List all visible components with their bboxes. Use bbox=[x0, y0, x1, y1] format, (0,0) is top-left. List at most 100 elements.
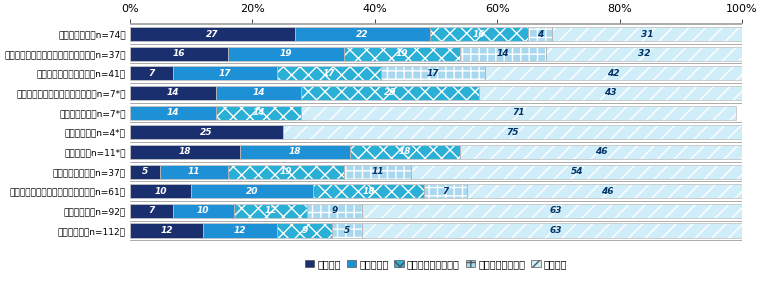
Bar bbox=[485, 66, 742, 81]
Text: 63: 63 bbox=[549, 226, 562, 235]
Bar bbox=[528, 27, 552, 41]
Bar bbox=[130, 204, 173, 218]
Bar bbox=[173, 204, 234, 218]
Text: 17: 17 bbox=[219, 69, 231, 78]
Text: 46: 46 bbox=[595, 147, 607, 156]
Bar bbox=[546, 47, 742, 61]
Bar bbox=[351, 145, 460, 159]
Text: 17: 17 bbox=[322, 69, 335, 78]
Text: 16: 16 bbox=[172, 49, 185, 58]
Bar bbox=[277, 224, 332, 238]
Bar bbox=[466, 184, 748, 198]
Text: 5: 5 bbox=[142, 167, 149, 176]
Bar bbox=[344, 47, 460, 61]
Text: 46: 46 bbox=[601, 187, 613, 196]
Bar bbox=[130, 164, 161, 179]
Bar bbox=[161, 164, 228, 179]
Bar bbox=[130, 47, 228, 61]
Bar bbox=[234, 204, 307, 218]
Bar bbox=[130, 164, 161, 179]
Text: 16: 16 bbox=[472, 30, 485, 38]
Bar bbox=[191, 184, 313, 198]
Bar bbox=[283, 125, 742, 139]
Text: 11: 11 bbox=[372, 167, 384, 176]
Bar bbox=[351, 145, 460, 159]
Bar bbox=[295, 27, 430, 41]
Bar bbox=[130, 86, 216, 100]
Bar bbox=[216, 106, 301, 120]
Text: 18: 18 bbox=[178, 147, 191, 156]
Bar bbox=[228, 164, 344, 179]
Bar bbox=[130, 224, 203, 238]
Bar bbox=[130, 184, 191, 198]
Text: 42: 42 bbox=[607, 69, 620, 78]
Bar bbox=[203, 224, 277, 238]
Text: 4: 4 bbox=[537, 30, 543, 38]
Text: 7: 7 bbox=[148, 206, 155, 215]
Bar bbox=[240, 145, 351, 159]
Text: 12: 12 bbox=[234, 226, 246, 235]
Bar bbox=[130, 184, 191, 198]
Bar bbox=[546, 47, 742, 61]
Bar bbox=[130, 125, 283, 139]
Text: 12: 12 bbox=[160, 226, 173, 235]
Bar bbox=[130, 27, 295, 41]
Text: 18: 18 bbox=[363, 187, 375, 196]
Bar bbox=[313, 184, 424, 198]
Bar bbox=[552, 27, 742, 41]
Bar bbox=[161, 164, 228, 179]
Bar bbox=[295, 27, 430, 41]
Bar bbox=[216, 86, 301, 100]
Bar bbox=[228, 47, 344, 61]
Text: 9: 9 bbox=[331, 206, 338, 215]
Bar bbox=[277, 224, 332, 238]
Text: 19: 19 bbox=[280, 49, 292, 58]
Text: 7: 7 bbox=[148, 69, 155, 78]
Bar bbox=[552, 27, 742, 41]
Text: 31: 31 bbox=[641, 30, 653, 38]
Text: 54: 54 bbox=[571, 167, 583, 176]
Bar bbox=[301, 86, 479, 100]
Bar bbox=[130, 145, 240, 159]
Bar bbox=[130, 66, 173, 81]
Text: 14: 14 bbox=[166, 108, 179, 117]
Text: 9: 9 bbox=[301, 226, 307, 235]
Bar bbox=[479, 86, 742, 100]
Bar bbox=[216, 106, 301, 120]
Bar bbox=[301, 106, 736, 120]
Bar bbox=[363, 224, 748, 238]
Bar bbox=[228, 47, 344, 61]
Bar bbox=[485, 66, 742, 81]
Text: 32: 32 bbox=[638, 49, 650, 58]
Text: 20: 20 bbox=[246, 187, 258, 196]
Bar bbox=[528, 27, 552, 41]
Bar bbox=[307, 204, 363, 218]
Bar bbox=[424, 184, 466, 198]
Bar bbox=[130, 106, 216, 120]
Bar bbox=[301, 86, 479, 100]
Bar bbox=[228, 164, 344, 179]
Bar bbox=[466, 184, 748, 198]
Bar bbox=[173, 204, 234, 218]
Bar bbox=[479, 86, 742, 100]
Bar bbox=[240, 145, 351, 159]
Text: 18: 18 bbox=[399, 147, 411, 156]
Bar bbox=[344, 164, 411, 179]
Bar bbox=[130, 66, 173, 81]
Text: 14: 14 bbox=[497, 49, 510, 58]
Bar bbox=[332, 224, 363, 238]
Bar bbox=[430, 27, 528, 41]
Text: 27: 27 bbox=[207, 30, 219, 38]
Bar bbox=[130, 145, 240, 159]
Text: 7: 7 bbox=[442, 187, 448, 196]
Bar bbox=[130, 86, 216, 100]
Bar bbox=[381, 66, 485, 81]
Text: 19: 19 bbox=[280, 167, 292, 176]
Bar bbox=[130, 204, 173, 218]
Bar bbox=[216, 86, 301, 100]
Text: 18: 18 bbox=[289, 147, 302, 156]
Bar bbox=[430, 27, 528, 41]
Bar bbox=[277, 66, 381, 81]
Bar bbox=[344, 47, 460, 61]
Legend: 多かった, 少しあった, どちらともいえない, ほとんどなかった, なかった: 多かった, 少しあった, どちらともいえない, ほとんどなかった, なかった bbox=[301, 255, 572, 273]
